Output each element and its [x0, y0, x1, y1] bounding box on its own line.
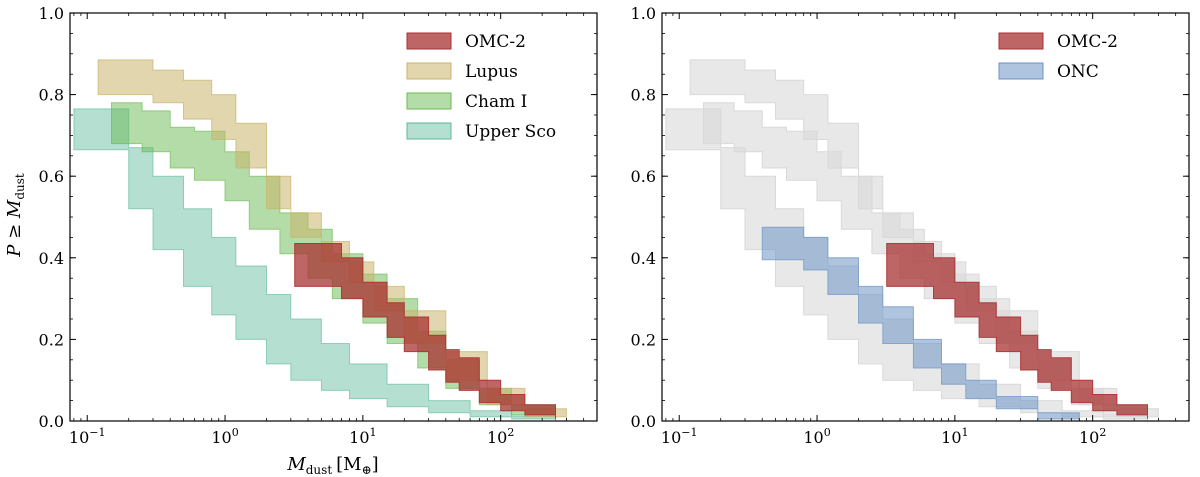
legend-label-onc: ONC: [1057, 62, 1099, 82]
x-axis-label-main: M: [286, 454, 306, 475]
legend-swatch-lupus: [406, 62, 452, 80]
y-tick-label: 0.8: [631, 86, 656, 105]
legend-label-upper-sco: Upper Sco: [465, 122, 556, 142]
x-tick-label: 102: [1079, 426, 1106, 447]
legend: OMC-2 Lupus Cham I Upper Sco: [406, 32, 556, 142]
legend-label-omc-2: OMC-2: [465, 32, 526, 52]
x-tick-label: 100: [211, 426, 238, 447]
x-tick-label: 101: [349, 426, 376, 447]
y-axis-label-main: P ≥ M: [4, 199, 25, 258]
legend-swatch-cham-i: [406, 92, 452, 110]
x-axis-label-unit-prefix: [M: [336, 454, 361, 475]
x-tick-label: 101: [941, 426, 968, 447]
legend: OMC-2 ONC: [998, 32, 1118, 82]
x-tick-label: 100: [803, 426, 830, 447]
y-tick-label: 0.6: [39, 167, 64, 186]
y-axis-label-sub: dust: [13, 173, 27, 200]
legend-swatch-omc-2: [406, 32, 452, 50]
y-axis-label: P ≥ Mdust: [4, 173, 27, 258]
y-tick-label: 0.0: [39, 412, 64, 431]
band-lupus: [97, 59, 567, 421]
legend-label-cham-i: Cham I: [465, 92, 527, 112]
legend-swatch-omc-2: [998, 32, 1044, 50]
plot-area: [665, 59, 1159, 421]
x-tick-label: 10−1: [661, 426, 698, 447]
y-tick-label: 0.6: [631, 167, 656, 186]
x-tick-label: 102: [487, 426, 514, 447]
plot-area: [73, 59, 567, 421]
right-panel: 0.0 0.2 0.4 0.6 0.8 1.0 10−1 100 101 102 OMC-2 ONC: [631, 4, 1190, 447]
y-tick-label: 1.0: [39, 4, 64, 23]
x-axis-label: Mdust [M⊕]: [286, 454, 378, 477]
y-tick-label: 0.2: [631, 330, 656, 349]
y-tick-label: 0.4: [631, 249, 656, 268]
band-omc-2: [294, 243, 556, 419]
left-panel: 0.0 0.2 0.4 0.6 0.8 1.0 10−1 100 101 102 OMC-2 Lupu…: [39, 4, 598, 447]
band-omc-2: [886, 243, 1148, 419]
legend-swatch-upper-sco: [406, 122, 452, 140]
x-axis-label-unit-suffix: ]: [372, 454, 379, 475]
y-tick-label: 1.0: [631, 4, 656, 23]
x-tick-label: 10−1: [69, 426, 106, 447]
legend-label-lupus: Lupus: [465, 62, 518, 82]
y-tick-label: 0.0: [631, 412, 656, 431]
legend-swatch-onc: [998, 62, 1044, 80]
x-axis-label-unit-sub: ⊕: [362, 463, 372, 477]
y-tick-label: 0.8: [39, 86, 64, 105]
y-tick-label: 0.4: [39, 249, 64, 268]
x-axis-label-sub: dust: [306, 463, 333, 477]
legend-label-omc-2: OMC-2: [1057, 32, 1118, 52]
y-tick-label: 0.2: [39, 330, 64, 349]
